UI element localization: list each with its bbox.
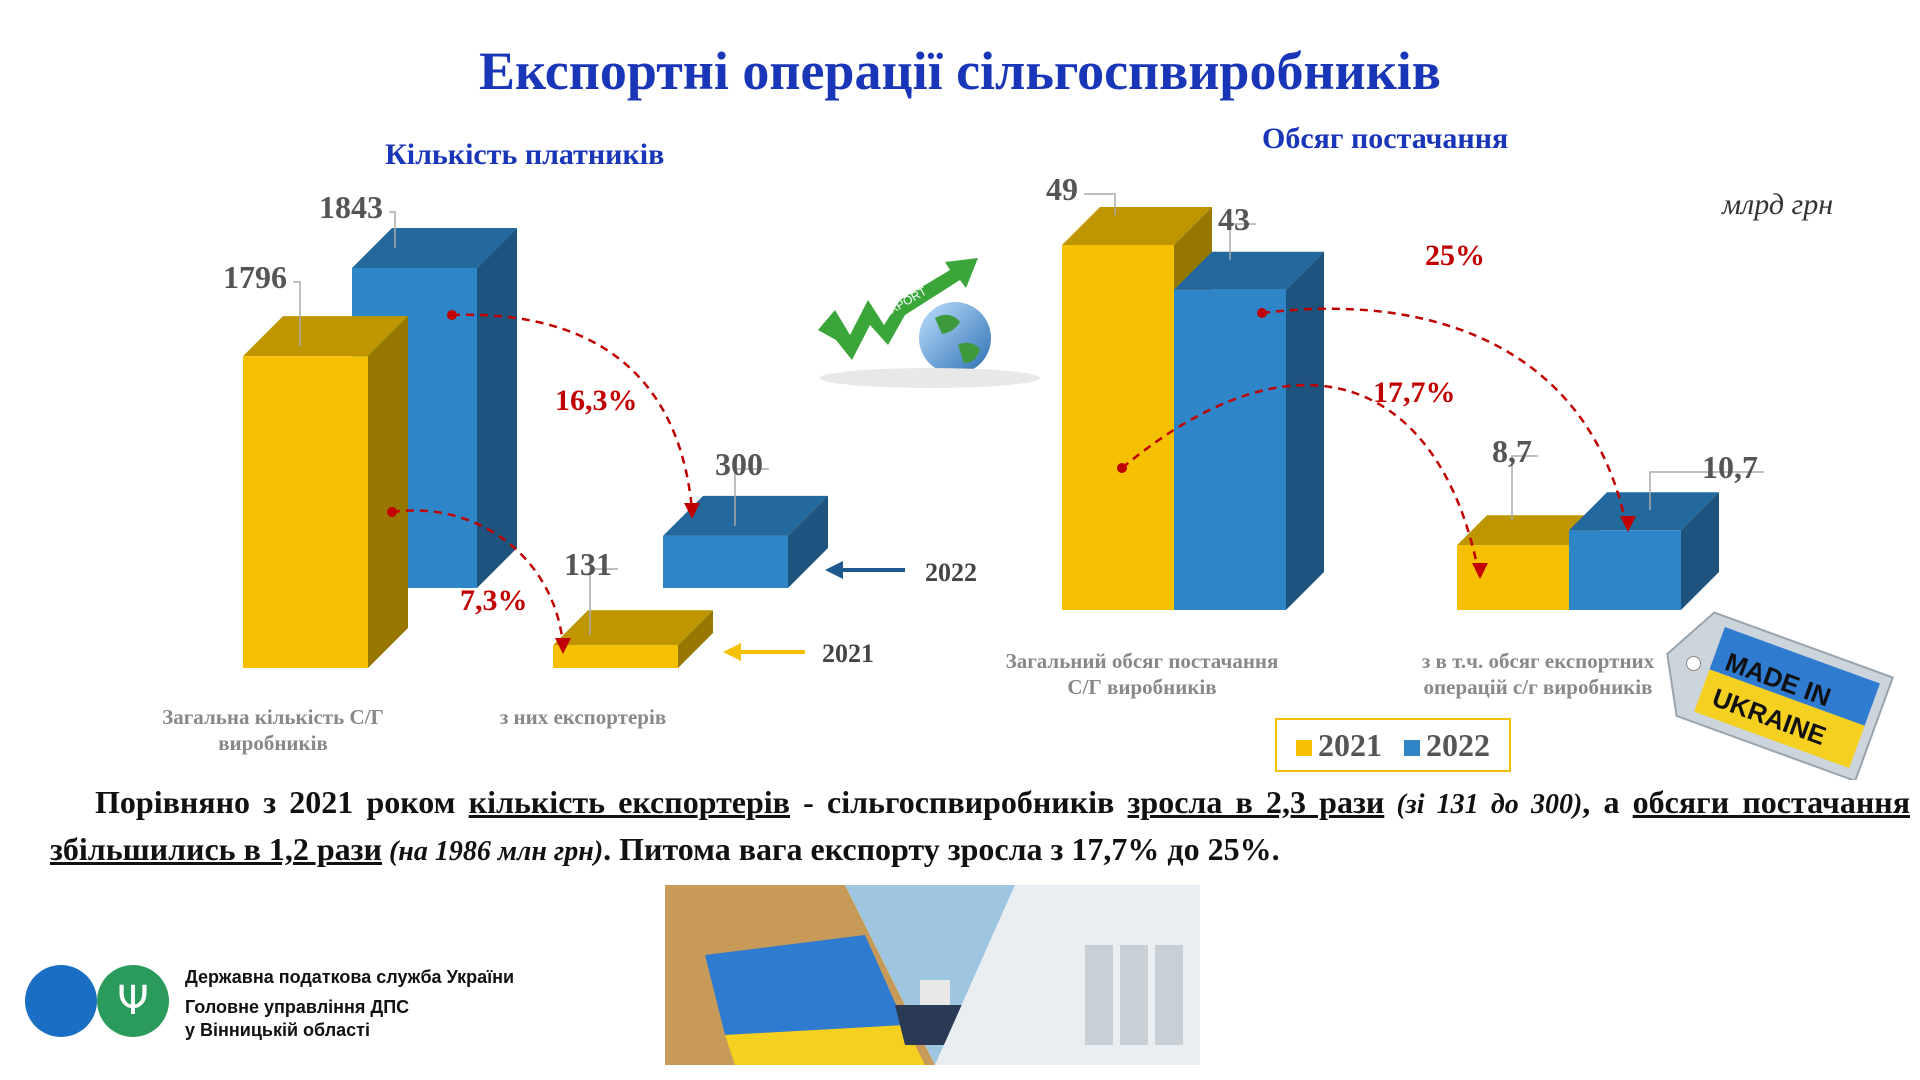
arrow-2021-head [723, 643, 741, 661]
bar-2022-exporters [663, 495, 828, 588]
share-dot-2022 [1257, 308, 1267, 318]
value-2021-export-volume-leader [1511, 455, 1538, 521]
legend-label-2022: 2022 [1426, 726, 1490, 763]
bar-2022-total-volume [1174, 251, 1324, 610]
value-2022-exporters-leader [734, 468, 769, 526]
bar-2021-exporters-front [553, 645, 678, 668]
category-total-payers: Загальна кількість С/Г виробників [162, 705, 384, 755]
share-head-2021 [1472, 563, 1488, 579]
page-title: Експортні операції сільгоспвиробників [479, 41, 1441, 101]
summary-emph-3: обсяги постачання збільшились в 1,2 рази [50, 784, 1911, 867]
value-2022-total-volume: 43 [1218, 201, 1250, 237]
share-label-25: 25% [1425, 239, 1485, 272]
charts-canvas: 1843 1796 300 131 Загальна кількість С/Г виро… [162, 171, 1895, 780]
made-in-ukraine-tag: MADE IN UKRAINE [1666, 611, 1895, 780]
chart2-title: Обсяг постачання [1262, 122, 1509, 155]
arrow-2022-head [825, 561, 843, 579]
bar-2022-export-volume-front [1569, 530, 1681, 610]
bar-2022-total-payers-side [477, 228, 517, 588]
growth-arrow-2021-payers [391, 509, 565, 646]
value-2022-exporters: 300 [715, 446, 763, 482]
value-2021-total-payers-leader [293, 281, 301, 347]
trident-icon: Ψ [97, 965, 169, 1037]
bar-2021-exporters [553, 610, 713, 668]
bar-2021-exporters-top [553, 610, 713, 646]
value-2022-total-volume-leader [1229, 223, 1256, 260]
growth-head-2022-payers [684, 503, 700, 519]
bar-2022-total-volume-top [1174, 251, 1324, 290]
bar-2022-export-volume-side [1681, 492, 1719, 610]
category-export-volume: з в т.ч. обсяг експортних операцій с/г ви… [1422, 649, 1655, 699]
footer-region: у Вінницькій області [185, 1020, 370, 1040]
export-photo-collage [665, 885, 1200, 1065]
chart1-title: Кількість платників [385, 138, 665, 171]
growth-arrow-2022-payers [451, 313, 694, 511]
value-2021-total-volume: 49 [1046, 171, 1078, 207]
summary-note-1: (зі 131 до 300) [1384, 789, 1583, 820]
value-2021-total-volume-leader [1084, 193, 1116, 215]
growth-label-16-3: 16,3% [555, 384, 638, 417]
bar-2022-exporters-front [663, 535, 788, 588]
summary-emph-2: зросла в 2,3 рази [1127, 784, 1385, 820]
summary-text-2: - сільгоспвиробників [789, 784, 1128, 820]
growth-arrow-icon [818, 258, 978, 360]
chart-legend: 2021 2022 [1275, 718, 1511, 772]
summary-text-1: Порівняно з 2021 роком [95, 784, 469, 820]
growth-label-7-3: 7,3% [460, 584, 528, 617]
bar-2021-total-volume-top [1062, 207, 1212, 245]
value-2022-total-payers-leader [389, 211, 396, 248]
ship-photo [845, 885, 1015, 1065]
value-2022-export-volume-leader [1649, 471, 1764, 511]
legend-label-2021: 2021 [1318, 726, 1382, 763]
bar-2022-exporters-top [663, 495, 828, 536]
growth-dot-2022-payers [447, 310, 457, 320]
growth-dot-2021-payers [387, 507, 397, 517]
growth-head-2021-payers [555, 638, 571, 654]
category-exporters: з них експортерів [500, 705, 666, 729]
share-head-2022 [1620, 516, 1636, 532]
bar-2022-exporters-side [788, 495, 828, 588]
footer-org-name: Державна податкова служба України [185, 967, 515, 987]
export-illustration: EXPORT [818, 258, 1040, 388]
share-label-17-7: 17,7% [1373, 376, 1456, 409]
bar-2021-total-payers-front [243, 356, 368, 668]
share-dot-2021 [1117, 463, 1127, 473]
bar-2022-total-volume-side [1286, 251, 1324, 610]
category-total-volume: Загальний обсяг постачання С/Г виробників [1006, 649, 1279, 699]
bar-2022-export-volume [1569, 492, 1719, 610]
bar-2021-total-payers-side [368, 316, 408, 668]
bar-2022-total-payers-top [352, 228, 517, 268]
bar-2021-total-volume-front [1062, 245, 1174, 610]
footer-dept-name: Головне управління ДПС [185, 997, 410, 1017]
summary-text-4: . Питома вага експорту зросла з 17,7% до… [603, 831, 1280, 867]
unit-label: млрд грн [1722, 188, 1834, 221]
summary-emph-1: кількість експортерів [468, 784, 790, 820]
legend-item-2021: 2021 [1296, 727, 1382, 764]
bar-2022-total-volume-front [1174, 289, 1286, 610]
summary-note-2: (на 1986 млн грн) [381, 836, 604, 867]
legend-swatch-2022 [1404, 740, 1420, 757]
dps-logo-circle [25, 965, 97, 1037]
summary-text-3: , а [1582, 784, 1633, 820]
legend-item-2022: 2022 [1404, 727, 1490, 764]
share-arrow-2021 [1121, 383, 1480, 571]
arrow-label-2021: 2021 [822, 639, 874, 668]
value-2021-export-volume: 8,7 [1492, 433, 1532, 469]
bar-2021-total-payers [243, 316, 408, 668]
summary-paragraph: Порівняно з 2021 роком кількість експорт… [50, 780, 1910, 874]
bar-2022-export-volume-top [1569, 492, 1719, 531]
value-2022-export-volume: 10,7 [1702, 449, 1758, 485]
legend-swatch-2021 [1296, 740, 1312, 757]
arrow-label-2022: 2022 [925, 558, 977, 587]
bar-2021-exporters-side [678, 610, 713, 668]
globe-icon [919, 302, 991, 374]
bar-2021-export-volume-top [1457, 515, 1599, 546]
bar-2021-total-payers-top [243, 316, 408, 357]
share-arrow-2022 [1261, 307, 1627, 521]
value-2021-exporters: 131 [564, 546, 612, 582]
value-2021-exporters-leader [589, 568, 618, 636]
value-2021-total-payers: 1796 [223, 259, 287, 295]
value-2022-total-payers: 1843 [319, 189, 383, 225]
